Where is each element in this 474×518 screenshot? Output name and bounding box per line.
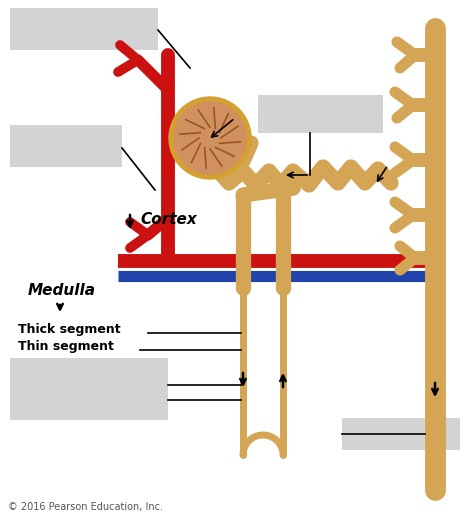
Bar <box>342 418 460 450</box>
Bar <box>10 358 168 420</box>
Text: Cortex: Cortex <box>140 212 197 227</box>
Circle shape <box>174 102 246 174</box>
Text: Medulla: Medulla <box>28 283 96 298</box>
Bar <box>10 125 122 167</box>
Text: Thin segment: Thin segment <box>18 340 114 353</box>
Circle shape <box>169 97 251 179</box>
Bar <box>258 95 383 133</box>
Text: © 2016 Pearson Education, Inc.: © 2016 Pearson Education, Inc. <box>8 502 163 512</box>
Bar <box>10 8 158 50</box>
Text: Thick segment: Thick segment <box>18 323 120 336</box>
